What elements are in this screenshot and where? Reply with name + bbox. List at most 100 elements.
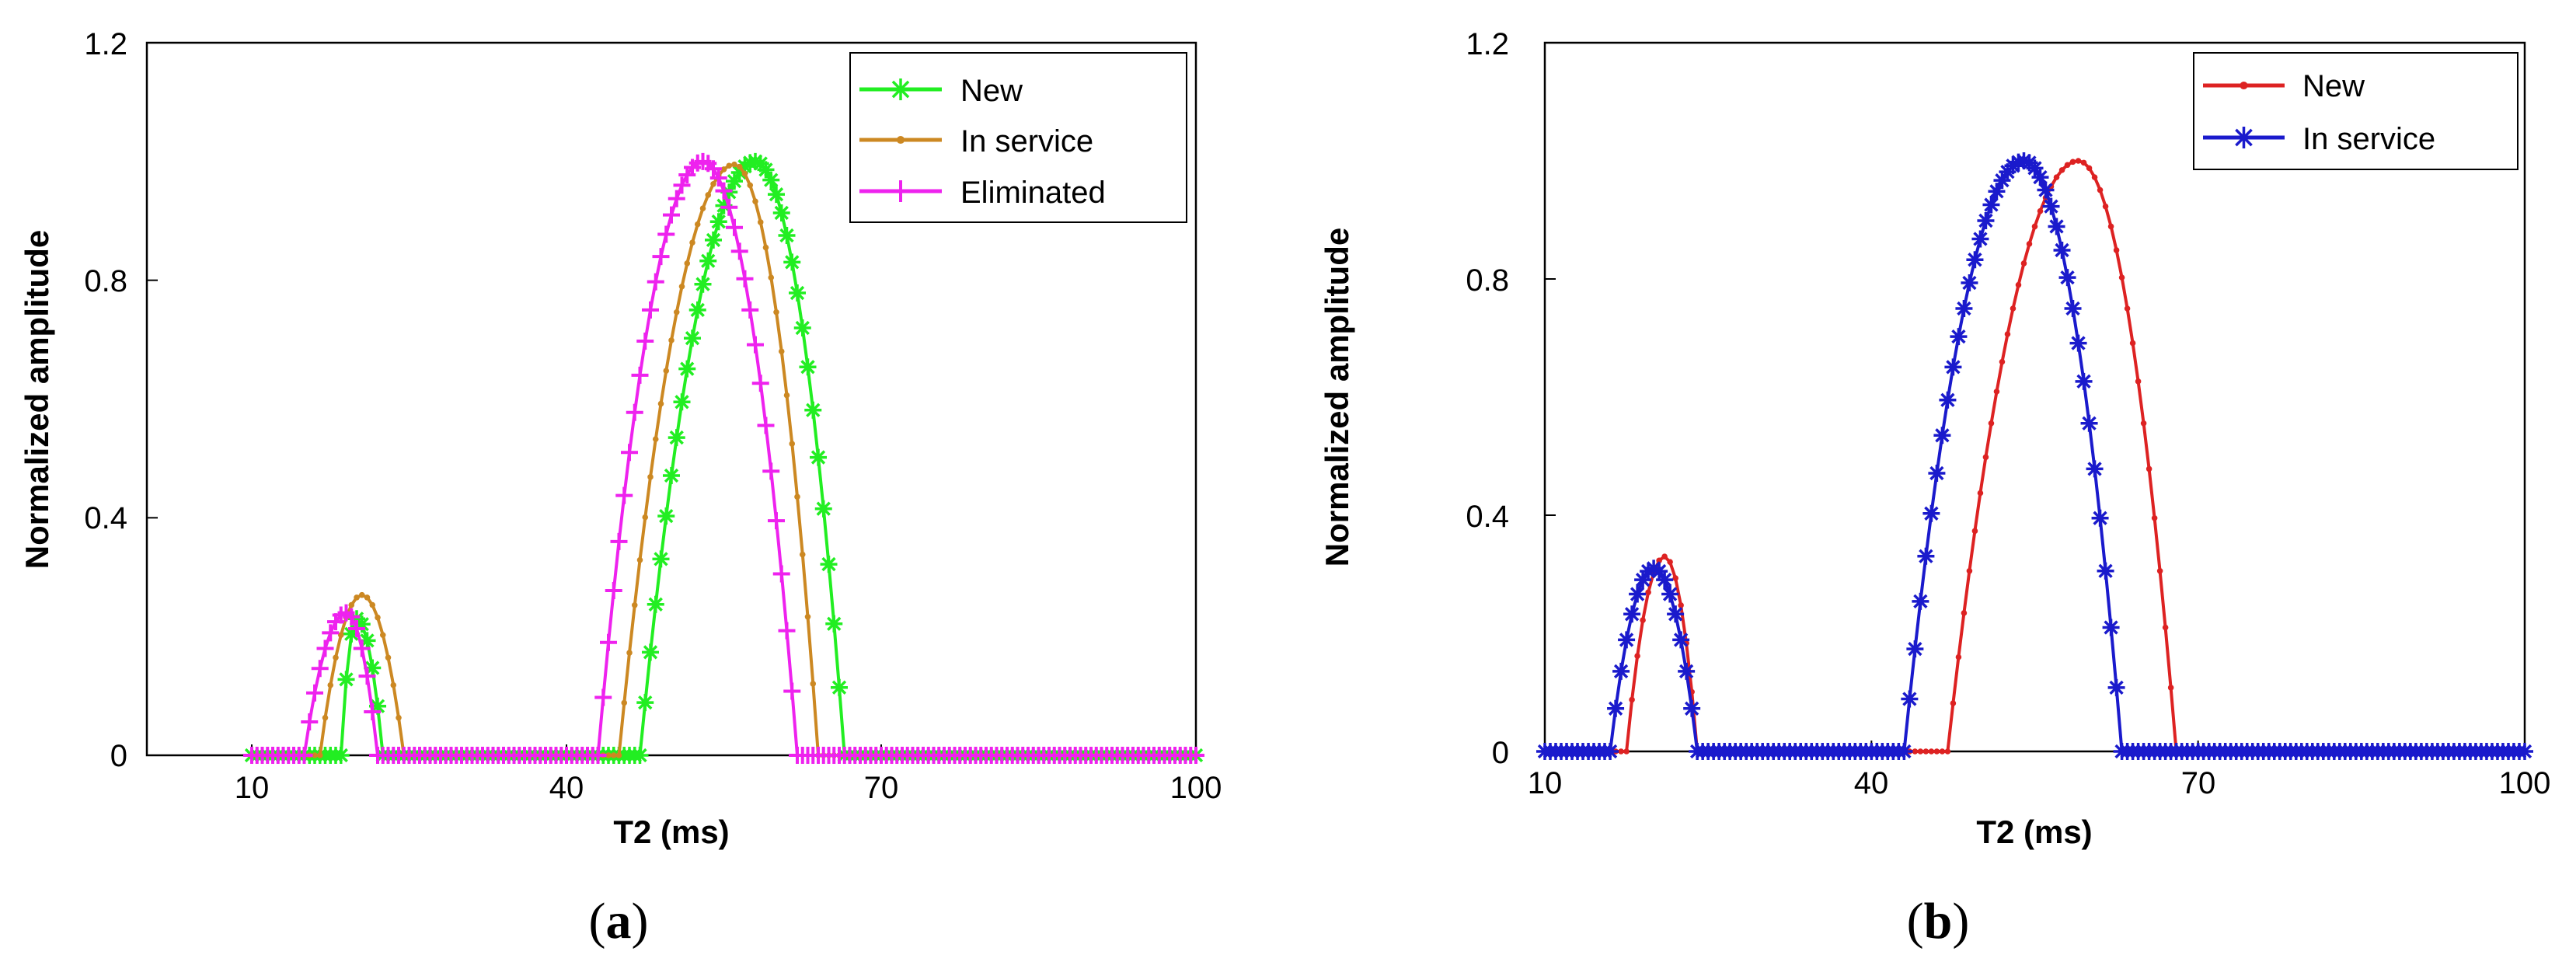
y-tick-label: 0.4 [84,501,127,535]
data-point-marker [2129,340,2136,347]
data-point-marker [730,242,748,260]
data-point-marker [694,275,712,293]
data-point-marker [2097,186,2104,193]
data-point-marker [705,231,722,249]
data-point-marker [1982,196,2000,214]
data-point-marker [2240,81,2248,90]
data-point-marker [1928,748,1935,755]
data-point-marker [1618,748,1624,755]
data-point-marker [2053,241,2071,259]
data-point-marker [1661,553,1668,559]
data-point-marker [2086,165,2093,172]
data-point-marker [1678,602,1684,608]
data-point-marker [673,393,691,411]
data-point-marker [322,624,340,642]
data-point-marker [2069,334,2087,352]
data-point-marker [2233,127,2255,148]
data-point-marker [1612,662,1630,680]
data-point-marker [757,219,764,225]
x-tick-label: 100 [2499,766,2551,800]
data-point-marker [1971,230,1989,248]
data-point-marker [1988,183,2006,200]
data-point-marker [768,274,775,281]
data-point-marker [720,198,738,216]
data-point-marker [1928,464,1946,482]
data-point-marker [2151,514,2158,521]
data-point-marker [631,366,649,384]
data-point-marker [810,681,817,687]
data-point-marker [1933,748,1940,755]
data-point-marker [789,284,806,302]
data-point-marker [736,270,754,288]
x-axis-tick-labels-b: 10 40 70 100 [1528,766,2551,800]
legend-label-new: New [2302,69,2365,103]
data-point-marker [1912,748,1919,755]
data-point-marker [768,512,785,530]
data-point-marker [1645,559,1663,577]
data-point-marker [2031,223,2038,230]
data-point-marker [1971,528,1978,535]
data-point-marker [783,392,790,399]
data-point-marker [364,594,371,601]
data-point-marker [705,160,722,178]
data-point-marker [890,78,912,100]
series-group-b [1536,152,2533,760]
data-point-marker [1993,172,2011,190]
panel-letter-b: b [1924,893,1953,950]
data-point-marker [804,401,822,419]
data-point-marker [594,688,612,706]
data-point-marker [396,714,402,721]
data-point-marker [731,161,737,168]
data-point-marker [720,166,727,173]
data-point-marker [647,273,664,291]
data-point-marker [757,417,775,434]
data-point-marker [2069,159,2076,166]
data-point-marker [1623,748,1630,755]
data-point-marker [333,654,339,661]
data-point-marker [783,253,801,271]
data-point-marker [705,192,712,198]
data-point-marker [353,615,371,633]
panel-letter-a: a [606,893,632,950]
data-point-marker [757,161,775,179]
data-point-marker [327,681,334,688]
y-axis-tick-labels-b: 0 0.4 0.8 1.2 [1466,27,1509,770]
data-point-marker [2167,685,2174,691]
data-point-marker [2004,331,2011,337]
data-point-marker [369,697,386,715]
data-point-marker [789,441,796,447]
data-point-marker [726,218,743,236]
data-point-marker [810,448,827,466]
data-point-marker [2037,181,2055,199]
data-point-marker [379,632,386,639]
data-point-marker [1895,743,1913,760]
data-point-marker [678,360,696,378]
data-point-marker [778,227,796,245]
data-point-marker [322,714,329,721]
legend-box [849,52,1187,223]
data-point-marker [752,198,758,204]
data-point-marker [621,699,628,706]
data-point-marker [709,169,727,187]
data-point-marker [2026,159,2044,177]
data-point-marker [1950,700,1957,706]
data-point-marker [1933,427,1951,444]
y-tick-label: 0.8 [84,264,127,298]
data-point-marker [1651,563,1668,580]
data-point-marker [804,614,811,620]
x-axis-tick-labels-a: 10 40 70 100 [235,771,1222,805]
data-point-marker [1944,748,1951,755]
data-point-marker [647,474,654,480]
data-point-marker [1629,696,1635,703]
data-point-marker [715,182,733,200]
data-point-marker [825,615,843,633]
data-point-marker [1683,699,1701,717]
data-point-marker [1961,274,1978,292]
data-point-marker [364,659,382,677]
legend-marker-in-service [896,135,905,145]
data-point-marker [1645,589,1651,596]
data-point-marker [390,681,397,688]
y-axis-tick-labels-a: 0 0.4 0.8 1.2 [84,27,127,773]
data-point-marker [1187,747,1204,764]
data-point-marker [631,747,649,764]
